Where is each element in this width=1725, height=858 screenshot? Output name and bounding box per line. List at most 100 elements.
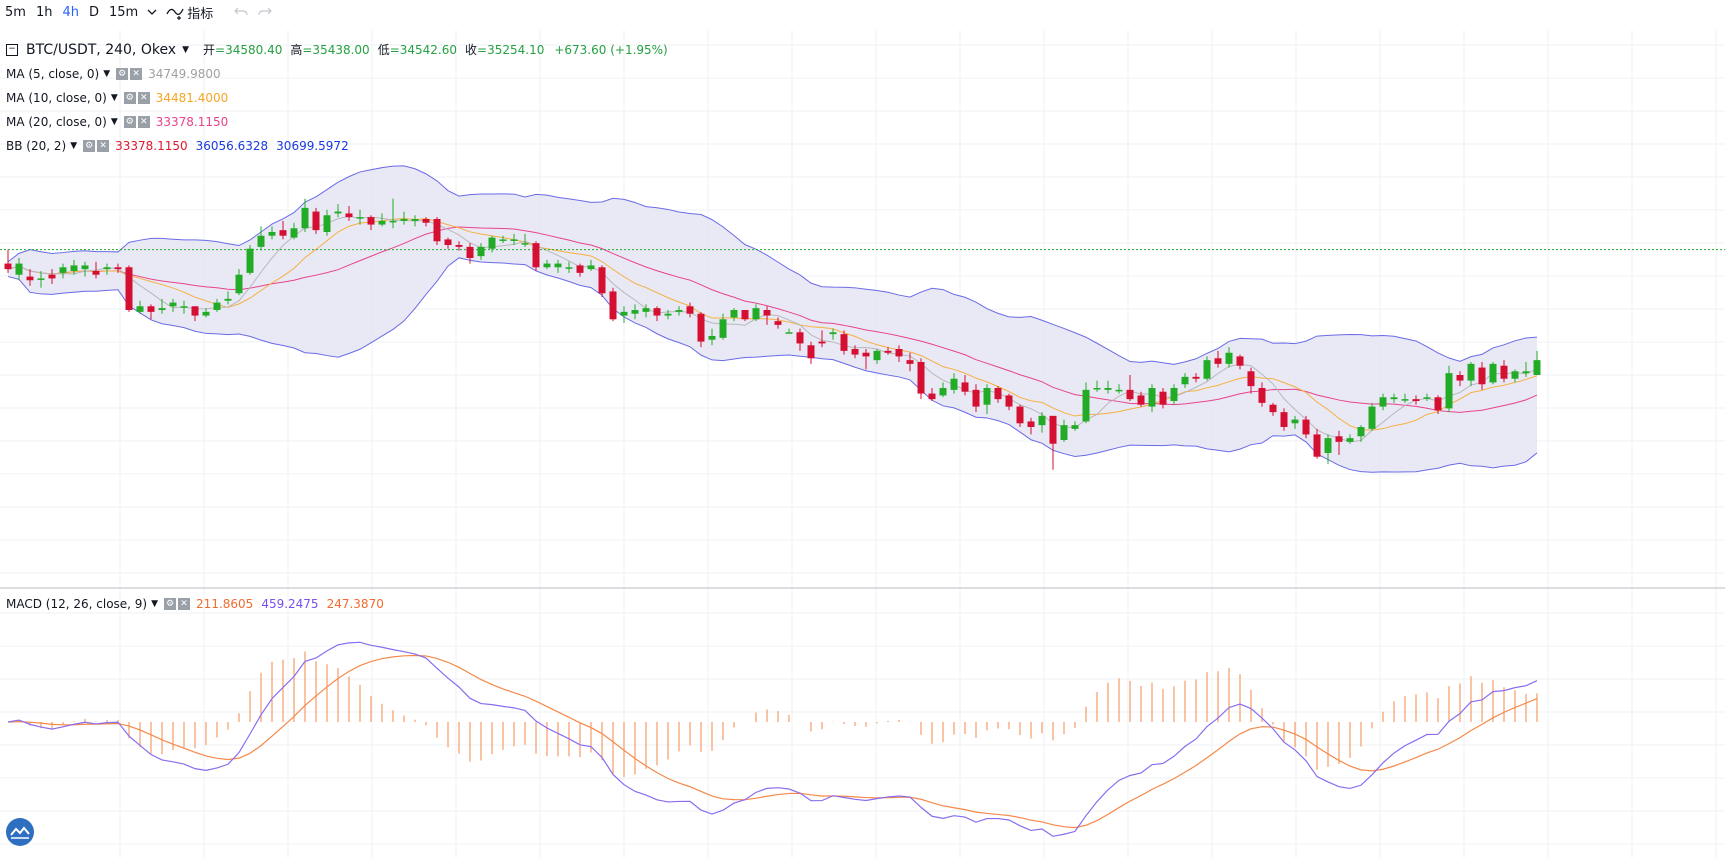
candle bbox=[400, 211, 408, 225]
candle-body bbox=[1401, 399, 1409, 401]
candle bbox=[752, 304, 760, 322]
candle-body bbox=[1258, 388, 1266, 403]
candle bbox=[1456, 371, 1464, 387]
remove-icon[interactable]: ✕ bbox=[97, 140, 110, 152]
candle-body bbox=[114, 267, 122, 270]
candle-body bbox=[279, 230, 287, 236]
candle bbox=[1368, 402, 1376, 431]
candle-body bbox=[686, 306, 694, 314]
symbol-chevron-icon[interactable]: ▼ bbox=[182, 45, 190, 55]
remove-icon[interactable]: ✕ bbox=[178, 598, 191, 610]
candle bbox=[15, 258, 23, 281]
timeframe-1h[interactable]: 1h bbox=[35, 4, 53, 20]
close-label: 收 bbox=[465, 43, 478, 57]
remove-icon[interactable]: ✕ bbox=[130, 68, 143, 80]
candle bbox=[565, 261, 573, 273]
candle bbox=[686, 302, 694, 318]
candle-body bbox=[400, 219, 408, 221]
candle bbox=[1478, 362, 1486, 390]
candle-body bbox=[1280, 412, 1288, 427]
candle bbox=[92, 261, 100, 279]
candle bbox=[1324, 434, 1332, 465]
indicator-value: 34749.9800 bbox=[148, 67, 221, 81]
candle-body bbox=[1467, 363, 1475, 381]
indicator-chevron-icon[interactable]: ▼ bbox=[70, 141, 78, 151]
candle-body bbox=[213, 302, 221, 310]
indicator-name: MA (10, close, 0) bbox=[6, 91, 107, 105]
candle-body bbox=[939, 388, 947, 396]
remove-icon[interactable]: ✕ bbox=[137, 116, 150, 128]
candle-body bbox=[1137, 395, 1145, 405]
indicator-chevron-icon[interactable]: ▼ bbox=[110, 117, 118, 127]
candle bbox=[1203, 356, 1211, 381]
indicator-name: MA (5, close, 0) bbox=[6, 67, 100, 81]
indicators-icon bbox=[166, 8, 184, 20]
candle-body bbox=[697, 313, 705, 342]
candle bbox=[81, 261, 89, 277]
candle-body bbox=[1060, 425, 1068, 440]
undo-button[interactable] bbox=[233, 5, 249, 19]
indicators-button[interactable]: 指标 bbox=[165, 3, 213, 22]
timeframe-dropdown[interactable] bbox=[147, 7, 157, 17]
candle-body bbox=[510, 239, 518, 241]
candle bbox=[785, 328, 793, 334]
indicator-chevron-icon[interactable]: ▼ bbox=[110, 93, 118, 103]
candle-body bbox=[1390, 397, 1398, 400]
settings-icon[interactable]: ⚙ bbox=[83, 140, 96, 152]
timeframe-d[interactable]: D bbox=[88, 4, 99, 20]
candle bbox=[598, 265, 606, 297]
settings-icon[interactable]: ⚙ bbox=[116, 68, 129, 80]
candle bbox=[697, 311, 705, 348]
candle-body bbox=[818, 341, 826, 344]
candle-body bbox=[1214, 358, 1222, 364]
candle bbox=[1082, 382, 1090, 424]
candle bbox=[1126, 375, 1134, 401]
candle-body bbox=[1071, 425, 1079, 429]
candle-body bbox=[334, 211, 342, 214]
candle-body bbox=[1115, 389, 1123, 392]
candle-body bbox=[653, 308, 661, 316]
settings-icon[interactable]: ⚙ bbox=[164, 598, 177, 610]
settings-icon[interactable]: ⚙ bbox=[123, 92, 136, 104]
candle bbox=[532, 241, 540, 271]
candle bbox=[125, 265, 133, 312]
timeframe-15m[interactable]: 15m bbox=[108, 4, 139, 20]
candle bbox=[818, 330, 826, 348]
candle bbox=[1269, 402, 1277, 416]
candle bbox=[1060, 419, 1068, 442]
candle bbox=[796, 328, 804, 351]
candle bbox=[873, 349, 881, 364]
indicator-chevron-icon[interactable]: ▼ bbox=[103, 69, 111, 79]
candle bbox=[1115, 384, 1123, 394]
candle-body bbox=[180, 306, 188, 308]
timeframe-4h[interactable]: 4h bbox=[62, 4, 79, 20]
settings-icon[interactable]: ⚙ bbox=[123, 116, 136, 128]
candle bbox=[466, 243, 474, 264]
candle-body bbox=[983, 388, 991, 405]
candle-body bbox=[147, 306, 155, 312]
candle-body bbox=[1313, 434, 1321, 457]
timeframe-5m[interactable]: 5m bbox=[5, 4, 26, 20]
candle bbox=[642, 304, 650, 318]
candle bbox=[1379, 393, 1387, 411]
candle-body bbox=[92, 271, 100, 275]
candle-body bbox=[1500, 365, 1508, 379]
candle bbox=[477, 243, 485, 260]
redo-button[interactable] bbox=[257, 5, 273, 19]
candle-body bbox=[873, 350, 881, 361]
candle bbox=[1291, 415, 1299, 429]
candle bbox=[939, 382, 947, 398]
chart-area[interactable] bbox=[0, 30, 1725, 858]
candle-body bbox=[158, 308, 166, 310]
candle-body bbox=[730, 310, 738, 318]
candle bbox=[1247, 367, 1255, 394]
candle bbox=[345, 206, 353, 221]
candle-body bbox=[466, 246, 474, 258]
macd-chevron-icon[interactable]: ▼ bbox=[151, 599, 159, 609]
remove-icon[interactable]: ✕ bbox=[137, 92, 150, 104]
candle bbox=[543, 259, 551, 270]
collapse-icon[interactable]: − bbox=[6, 44, 18, 56]
candle bbox=[653, 306, 661, 322]
macd-value: 247.3870 bbox=[326, 597, 384, 611]
candle bbox=[917, 358, 925, 400]
